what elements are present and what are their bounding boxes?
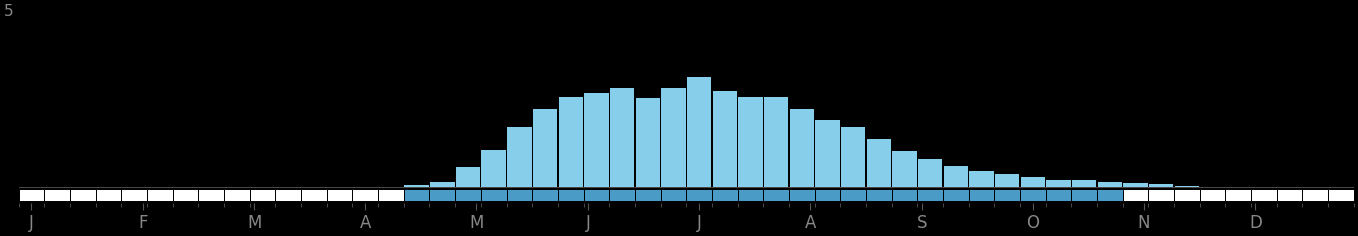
Bar <box>918 159 942 187</box>
Bar <box>765 97 788 187</box>
Bar <box>584 189 610 201</box>
Bar <box>1047 180 1070 187</box>
Bar <box>1097 189 1123 201</box>
Bar <box>456 167 481 187</box>
Bar <box>687 77 712 187</box>
Bar <box>1175 189 1199 201</box>
Bar <box>507 189 532 201</box>
Bar <box>995 174 1020 187</box>
Bar <box>19 189 45 201</box>
Bar <box>712 189 737 201</box>
Bar <box>250 189 276 201</box>
Bar <box>994 189 1020 201</box>
Bar <box>482 150 507 187</box>
Bar <box>661 88 686 187</box>
Bar <box>636 98 660 187</box>
Bar <box>1149 184 1173 187</box>
Bar <box>378 189 403 201</box>
Bar <box>172 189 198 201</box>
Bar <box>763 189 789 201</box>
Bar <box>429 189 455 201</box>
Bar <box>481 189 507 201</box>
Bar <box>737 189 763 201</box>
Bar <box>1097 181 1122 187</box>
Bar <box>739 97 763 187</box>
Bar <box>713 91 737 187</box>
Bar <box>353 189 378 201</box>
Bar <box>970 171 994 187</box>
Bar <box>892 189 918 201</box>
Bar <box>327 189 353 201</box>
Bar <box>147 189 172 201</box>
Bar <box>1021 177 1046 187</box>
Bar <box>789 189 815 201</box>
Bar <box>1123 189 1149 201</box>
Bar <box>455 189 481 201</box>
Bar <box>405 185 429 187</box>
Bar <box>1071 189 1097 201</box>
Bar <box>1277 189 1302 201</box>
Bar <box>45 189 71 201</box>
Bar <box>1123 183 1148 187</box>
Bar <box>1149 189 1175 201</box>
Bar <box>198 189 224 201</box>
Bar <box>71 189 95 201</box>
Bar <box>636 189 660 201</box>
Bar <box>610 88 634 187</box>
Bar <box>1175 186 1199 187</box>
Bar <box>1225 189 1251 201</box>
Bar <box>918 189 942 201</box>
Bar <box>1199 189 1225 201</box>
Bar <box>1046 189 1071 201</box>
Bar <box>558 189 584 201</box>
Bar <box>660 189 686 201</box>
Bar <box>610 189 636 201</box>
Bar <box>968 189 994 201</box>
Bar <box>686 189 712 201</box>
Bar <box>866 139 891 187</box>
Bar <box>584 93 608 187</box>
Bar <box>815 189 841 201</box>
Bar <box>942 189 968 201</box>
Bar <box>1071 181 1096 187</box>
Bar <box>841 189 866 201</box>
Bar <box>507 127 531 187</box>
Bar <box>1328 189 1354 201</box>
Bar <box>224 189 250 201</box>
Bar <box>944 166 968 187</box>
Bar <box>276 189 301 201</box>
Bar <box>1020 189 1046 201</box>
Bar <box>532 109 557 187</box>
Bar <box>789 109 813 187</box>
Bar <box>95 189 121 201</box>
Bar <box>815 120 839 187</box>
Bar <box>403 189 429 201</box>
Bar <box>558 97 583 187</box>
Bar <box>892 152 917 187</box>
Bar <box>866 189 892 201</box>
Bar <box>1302 189 1328 201</box>
Bar <box>1251 189 1277 201</box>
Bar <box>301 189 327 201</box>
Bar <box>430 181 455 187</box>
Bar <box>121 189 147 201</box>
Bar <box>532 189 558 201</box>
Bar <box>841 127 865 187</box>
